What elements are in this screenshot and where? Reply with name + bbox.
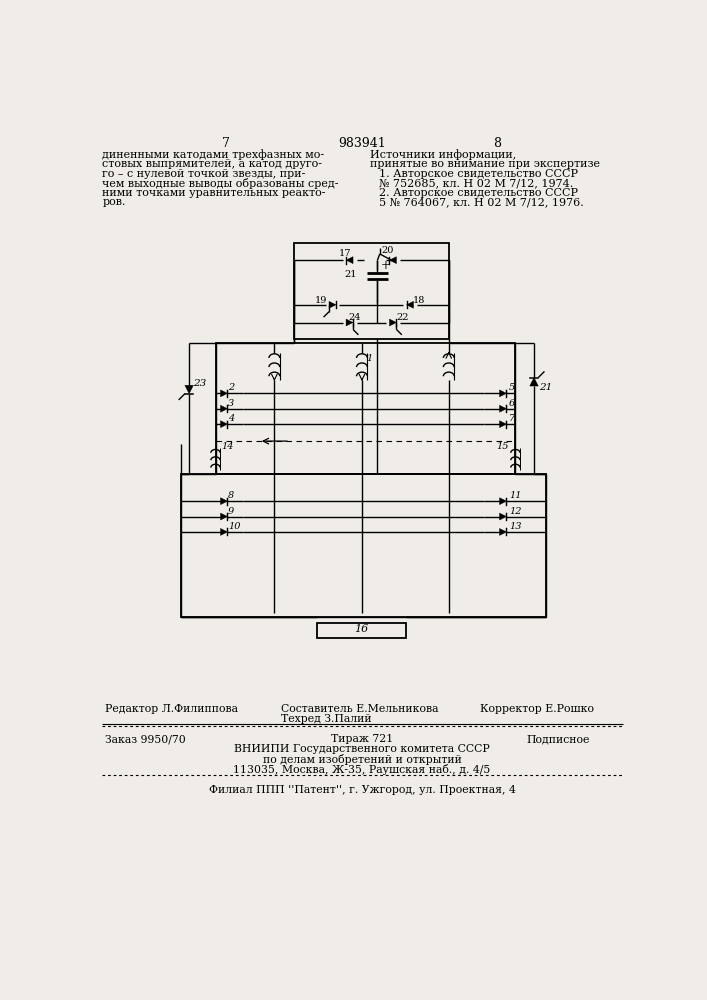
Text: по делам изобретений и открытий: по делам изобретений и открытий (262, 754, 462, 765)
Polygon shape (500, 513, 506, 520)
Polygon shape (221, 513, 228, 520)
Text: 983941: 983941 (338, 137, 386, 150)
Text: 2. Авторское свидетельство СССР: 2. Авторское свидетельство СССР (379, 188, 578, 198)
Text: 7: 7 (221, 137, 230, 150)
Text: 3: 3 (228, 399, 234, 408)
Text: 9: 9 (228, 507, 234, 516)
Polygon shape (500, 405, 506, 412)
Polygon shape (390, 319, 397, 326)
Text: Редактор Л.Филиппова: Редактор Л.Филиппова (105, 704, 238, 714)
Text: 14: 14 (222, 442, 234, 451)
Text: Филиал ППП ''Патент'', г. Ужгород, ул. Проектная, 4: Филиал ППП ''Патент'', г. Ужгород, ул. П… (209, 785, 515, 795)
Polygon shape (500, 390, 506, 397)
Text: Техред З.Палий: Техред З.Палий (281, 714, 371, 724)
Text: 5 № 764067, кл. Н 02 М 7/12, 1976.: 5 № 764067, кл. Н 02 М 7/12, 1976. (379, 197, 584, 207)
Text: 21: 21 (539, 383, 553, 392)
Text: ними точками уравнительных реакто-: ними точками уравнительных реакто- (103, 188, 326, 198)
Text: Составитель Е.Мельникова: Составитель Е.Мельникова (281, 704, 438, 714)
Text: 13: 13 (509, 522, 522, 531)
Text: 23: 23 (193, 379, 206, 388)
Polygon shape (221, 498, 228, 505)
Text: 113035, Москва, Ж-35, Раушская наб., д. 4/5: 113035, Москва, Ж-35, Раушская наб., д. … (233, 764, 491, 775)
Text: 20: 20 (381, 246, 394, 255)
Polygon shape (530, 378, 538, 386)
Polygon shape (221, 390, 228, 397)
Polygon shape (500, 421, 506, 428)
Text: 15: 15 (497, 442, 509, 451)
Polygon shape (185, 385, 194, 394)
Text: 1. Авторское свидетельство СССР: 1. Авторское свидетельство СССР (379, 169, 578, 179)
Text: 5: 5 (509, 383, 515, 392)
Polygon shape (500, 498, 506, 505)
Polygon shape (390, 257, 397, 264)
Text: диненными катодами трехфазных мо-: диненными катодами трехфазных мо- (103, 149, 325, 160)
Text: 19: 19 (315, 296, 327, 305)
Text: чем выходные выводы образованы сред-: чем выходные выводы образованы сред- (103, 178, 339, 189)
Text: 17: 17 (339, 249, 351, 258)
Text: 2: 2 (228, 383, 234, 392)
Text: 7: 7 (509, 414, 515, 423)
Text: 22: 22 (396, 313, 409, 322)
Text: ров.: ров. (103, 197, 126, 207)
Text: 4: 4 (228, 414, 234, 423)
Bar (216, 343, 515, 474)
Text: ВНИИПИ Государственного комитета СССР: ВНИИПИ Государственного комитета СССР (234, 744, 490, 754)
Text: Подписное: Подписное (526, 734, 590, 744)
Text: 12: 12 (509, 507, 522, 516)
Polygon shape (407, 301, 414, 308)
Text: 1: 1 (367, 354, 373, 363)
Polygon shape (221, 528, 228, 535)
Text: 24: 24 (348, 313, 361, 322)
Text: 21: 21 (344, 270, 356, 279)
Text: 16: 16 (354, 624, 368, 634)
Text: 6: 6 (509, 399, 515, 408)
Text: го – с нулевой точкой звезды, при-: го – с нулевой точкой звезды, при- (103, 169, 305, 179)
Bar (293, 243, 449, 339)
Text: Корректор Е.Рошко: Корректор Е.Рошко (480, 704, 594, 714)
Polygon shape (221, 405, 228, 412)
Polygon shape (221, 421, 228, 428)
Text: 11: 11 (509, 491, 522, 500)
Text: № 752685, кл. Н 02 М 7/12, 1974.: № 752685, кл. Н 02 М 7/12, 1974. (379, 178, 573, 188)
Text: Тираж 721: Тираж 721 (331, 734, 393, 744)
Bar (317, 623, 406, 638)
Text: 8: 8 (228, 491, 234, 500)
Text: 10: 10 (228, 522, 240, 531)
Text: 8: 8 (493, 137, 501, 150)
Text: принятые во внимание при экспертизе: принятые во внимание при экспертизе (370, 159, 600, 169)
Polygon shape (500, 528, 506, 535)
Polygon shape (346, 257, 353, 264)
Text: Источники информации,: Источники информации, (370, 149, 516, 160)
Text: Заказ 9950/70: Заказ 9950/70 (105, 734, 186, 744)
Polygon shape (346, 319, 353, 326)
Polygon shape (329, 301, 336, 308)
Text: 18: 18 (413, 296, 426, 305)
Text: +: + (380, 259, 390, 272)
Text: стовых выпрямителей, а катод друго-: стовых выпрямителей, а катод друго- (103, 159, 322, 169)
Bar (182, 474, 546, 617)
